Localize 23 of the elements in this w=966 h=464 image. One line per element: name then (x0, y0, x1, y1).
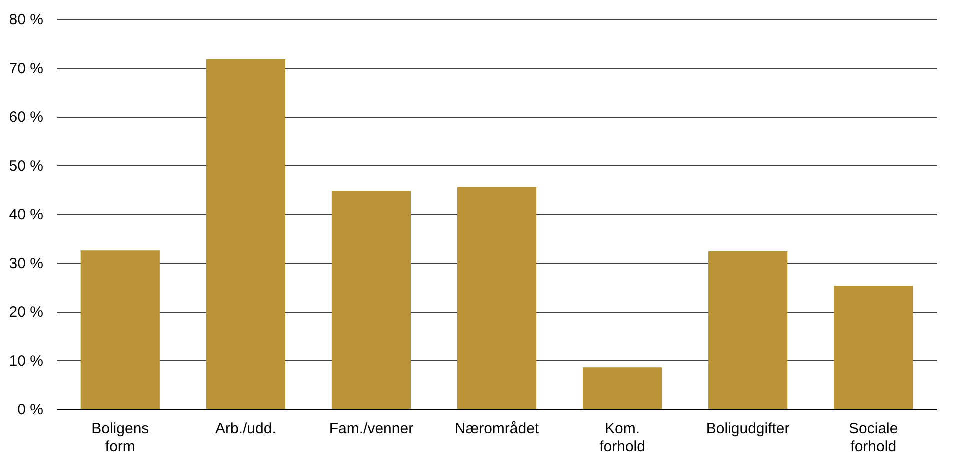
x-tick-label: Sociale forhold (849, 420, 898, 456)
bar (332, 191, 412, 409)
x-tick-label: Arb./udd. (215, 420, 276, 438)
x-tick-label: Kom. forhold (600, 420, 646, 456)
x-tick-label: Boligens form (92, 420, 150, 456)
y-tick-label: 10 % (9, 352, 44, 370)
bar (582, 368, 662, 409)
y-tick-label: 0 % (18, 402, 44, 418)
bar (834, 286, 914, 409)
y-tick-label: 60 % (9, 109, 44, 126)
y-tick-label: 80 % (9, 12, 44, 28)
x-tick-label: Nærområdet (454, 420, 540, 438)
bar (80, 250, 160, 409)
y-tick-label: 50 % (9, 158, 44, 175)
y-tick-label: 20 % (9, 304, 44, 321)
x-tick-label: Boligudgifter (706, 420, 790, 438)
bar (708, 252, 788, 409)
y-tick-label: 40 % (9, 206, 44, 224)
bar (457, 187, 537, 409)
bar (206, 59, 286, 409)
y-tick-label: 30 % (9, 255, 44, 272)
x-tick-label: Fam./venner (329, 420, 414, 438)
y-tick-label: 70 % (9, 60, 44, 78)
